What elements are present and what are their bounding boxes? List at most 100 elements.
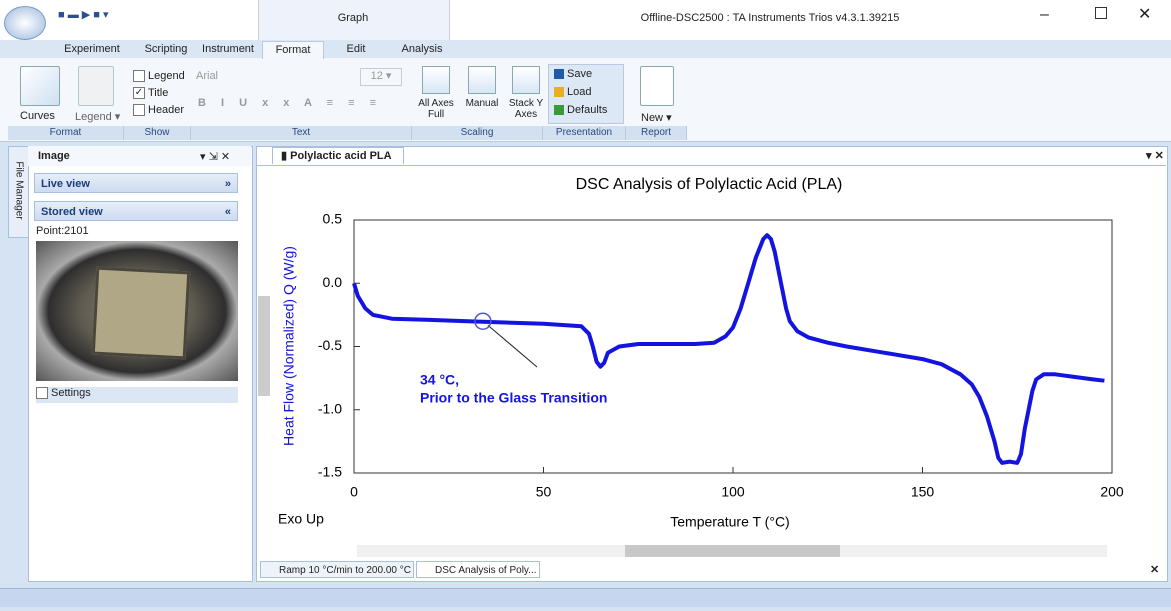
legend-button-label: Legend xyxy=(75,111,112,123)
annotation-marker xyxy=(474,312,492,330)
checkbox[interactable]: ✓ xyxy=(133,87,145,100)
group-label: Show xyxy=(124,126,191,140)
button-label: Load xyxy=(567,86,592,98)
ribbon-tab[interactable]: Instrument xyxy=(202,43,254,55)
font-size-box[interactable]: 12 ▾ xyxy=(360,68,402,86)
annotation-text: 34 °C, xyxy=(420,372,459,388)
panel-controls[interactable]: ▾ ⇲ ✕ xyxy=(200,151,231,163)
file-manager-label: File Manager xyxy=(13,161,25,220)
curves-icon xyxy=(20,66,60,106)
live-view-header[interactable]: Live view» xyxy=(34,173,238,193)
plot-frame xyxy=(353,219,1113,474)
group-label: Format xyxy=(8,126,124,140)
button-icon xyxy=(554,69,564,80)
checkbox[interactable] xyxy=(36,387,48,400)
show-item[interactable]: Header xyxy=(133,104,185,117)
text-format-buttons[interactable]: B I U x x A ≡ ≡ ≡ xyxy=(198,97,383,109)
new-label: New xyxy=(641,112,664,124)
button-icon xyxy=(554,105,564,116)
font-name: Arial xyxy=(196,70,219,82)
doc-controls[interactable]: ▾ ✕ xyxy=(1146,150,1164,162)
exo-up: Exo Up xyxy=(278,511,324,527)
y-tick-label: -1.5 xyxy=(318,464,342,480)
x-tick-label: 0 xyxy=(350,484,358,500)
legend-button[interactable]: Legend ▾ xyxy=(75,111,121,123)
settings-label: Settings xyxy=(51,387,91,399)
ribbon-tab[interactable]: Edit xyxy=(346,43,366,55)
title-bar xyxy=(0,0,1171,40)
bottom-tab[interactable]: Ramp 10 °C/min to 200.00 °C xyxy=(260,561,414,578)
scroll-thumb[interactable] xyxy=(625,545,840,557)
tab-border xyxy=(256,165,1166,166)
curves-button[interactable]: Curves xyxy=(20,110,55,122)
report-icon xyxy=(640,66,674,106)
annotation-arrow xyxy=(487,324,538,368)
presentation-button[interactable]: Defaults xyxy=(554,104,607,116)
y-tick-label: 0.0 xyxy=(323,274,343,290)
scaling-icon xyxy=(422,66,450,94)
checkbox[interactable] xyxy=(133,70,145,83)
y-tick-label: 0.5 xyxy=(323,211,343,227)
button-label: Save xyxy=(567,68,593,80)
ribbon-tab[interactable]: Format xyxy=(262,41,324,59)
panel-header xyxy=(28,146,251,166)
button-label: Defaults xyxy=(567,104,608,116)
context-header xyxy=(258,0,450,40)
app-button[interactable] xyxy=(4,6,46,40)
checkbox-label: Header xyxy=(148,104,185,116)
x-tick-label: 200 xyxy=(1100,484,1124,500)
legend-icon xyxy=(78,66,114,106)
document-tab-label: Polylactic acid PLA xyxy=(290,150,392,162)
scaling-button[interactable]: All Axes Full xyxy=(418,98,454,120)
minimize-button[interactable]: – xyxy=(1040,6,1049,23)
group-label: Text xyxy=(191,126,412,140)
stored-view-header[interactable]: Stored view « xyxy=(34,201,238,221)
checkbox[interactable] xyxy=(133,104,145,117)
ribbon-tab[interactable]: Experiment xyxy=(64,43,120,55)
h-scroll[interactable] xyxy=(357,545,1107,557)
sample-image xyxy=(36,241,238,381)
scaling-icon xyxy=(468,66,496,94)
scaling-icon xyxy=(512,66,540,94)
show-item[interactable]: ✓ Title xyxy=(133,87,169,100)
x-tick-label: 150 xyxy=(911,484,935,500)
presentation-button[interactable]: Save xyxy=(554,68,592,80)
data-line xyxy=(352,233,1105,465)
y-tick-label: -1.0 xyxy=(318,400,342,416)
context-tab-label: Graph xyxy=(337,12,369,24)
y-tick-label: -0.5 xyxy=(318,337,342,353)
point-label: Point:2101 xyxy=(36,225,89,237)
x-tick-label: 50 xyxy=(536,484,552,500)
panel-title: Image xyxy=(38,150,70,162)
ribbon-tab[interactable]: Analysis xyxy=(401,43,443,55)
font-size: 12 xyxy=(370,70,383,82)
quick-access[interactable]: ■ ▬ ▶ ■ ▾ xyxy=(58,9,109,21)
v-scroll[interactable] xyxy=(258,296,270,396)
checkbox-label: Title xyxy=(148,87,169,99)
button-icon xyxy=(554,87,564,98)
bottom-close[interactable]: ✕ xyxy=(1150,564,1160,576)
status-bar xyxy=(0,588,1171,607)
maximize-button[interactable] xyxy=(1095,7,1107,19)
scaling-button[interactable]: Stack Y Axes xyxy=(508,98,544,120)
scaling-button[interactable]: Manual xyxy=(465,98,499,109)
y-axis-label: Heat Flow (Normalized) Q (W/g) xyxy=(281,246,297,446)
document-tab[interactable]: ▮ Polylactic acid PLA xyxy=(272,147,404,164)
section-label: Stored view xyxy=(41,206,103,218)
new-button[interactable]: New ▾ xyxy=(641,112,672,124)
close-button[interactable]: ✕ xyxy=(1138,6,1152,23)
document-area xyxy=(256,146,1168,582)
ribbon-tab[interactable]: Scripting xyxy=(144,43,188,55)
bottom-tab[interactable]: DSC Analysis of Poly... xyxy=(416,561,540,578)
settings-row[interactable]: Settings xyxy=(36,387,238,403)
group-label: Scaling xyxy=(412,126,543,140)
section-label: Live view xyxy=(41,178,90,190)
show-item[interactable]: Legend xyxy=(133,70,185,83)
group-label: Report xyxy=(626,126,687,140)
font-box[interactable]: Arial xyxy=(196,70,406,86)
x-tick-label: 100 xyxy=(721,484,745,500)
checkbox-label: Legend xyxy=(148,70,185,82)
group-label: Presentation xyxy=(543,126,626,140)
presentation-button[interactable]: Load xyxy=(554,86,591,98)
